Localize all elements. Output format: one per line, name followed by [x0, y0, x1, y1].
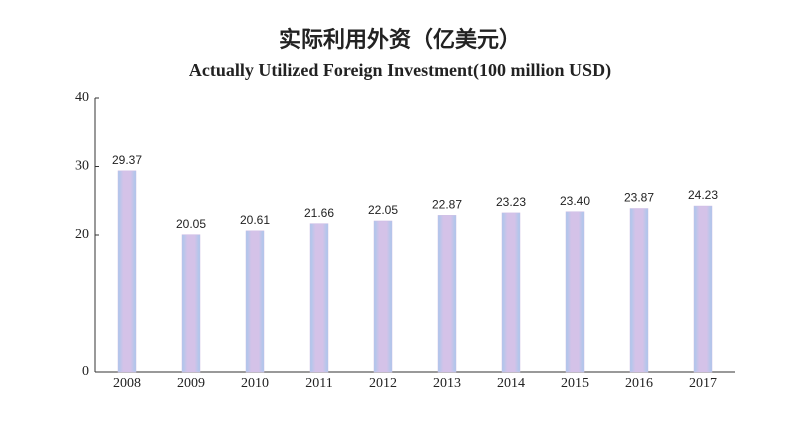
bar [117, 170, 137, 373]
x-tick-label: 2014 [497, 376, 525, 391]
y-tick-label: 30 [75, 159, 89, 174]
bar [181, 234, 201, 373]
x-tick-label: 2017 [689, 376, 717, 391]
y-tick-label: 20 [75, 227, 89, 242]
value-label: 22.87 [432, 198, 462, 212]
value-label: 24.23 [688, 188, 718, 202]
x-tick-label: 2016 [625, 376, 653, 391]
value-label: 22.05 [368, 203, 398, 217]
x-tick-label: 2015 [561, 376, 589, 391]
bar [693, 205, 713, 373]
x-tick-label: 2008 [113, 376, 141, 391]
bar [309, 223, 329, 373]
bar [565, 211, 585, 373]
bar [629, 208, 649, 373]
chart-title: 实际利用外资（亿美元） [279, 27, 521, 52]
x-tick-label: 2011 [305, 376, 332, 391]
value-label: 23.23 [496, 195, 526, 209]
y-tick-label: 40 [75, 90, 89, 105]
value-label: 29.37 [112, 153, 142, 167]
x-tick-label: 2009 [177, 376, 205, 391]
x-tick-label: 2012 [369, 376, 397, 391]
value-label: 23.40 [560, 194, 590, 208]
bar [373, 220, 393, 373]
value-label: 20.61 [240, 213, 270, 227]
value-label: 21.66 [304, 206, 334, 220]
bar [245, 230, 265, 373]
chart-subtitle: Actually Utilized Foreign Investment(100… [189, 60, 611, 81]
value-label: 23.87 [624, 191, 654, 205]
x-tick-label: 2010 [241, 376, 269, 391]
y-tick-label: 0 [82, 364, 89, 379]
value-label: 20.05 [176, 217, 206, 231]
bar [501, 212, 521, 373]
bar [437, 215, 457, 373]
x-tick-label: 2013 [433, 376, 461, 391]
